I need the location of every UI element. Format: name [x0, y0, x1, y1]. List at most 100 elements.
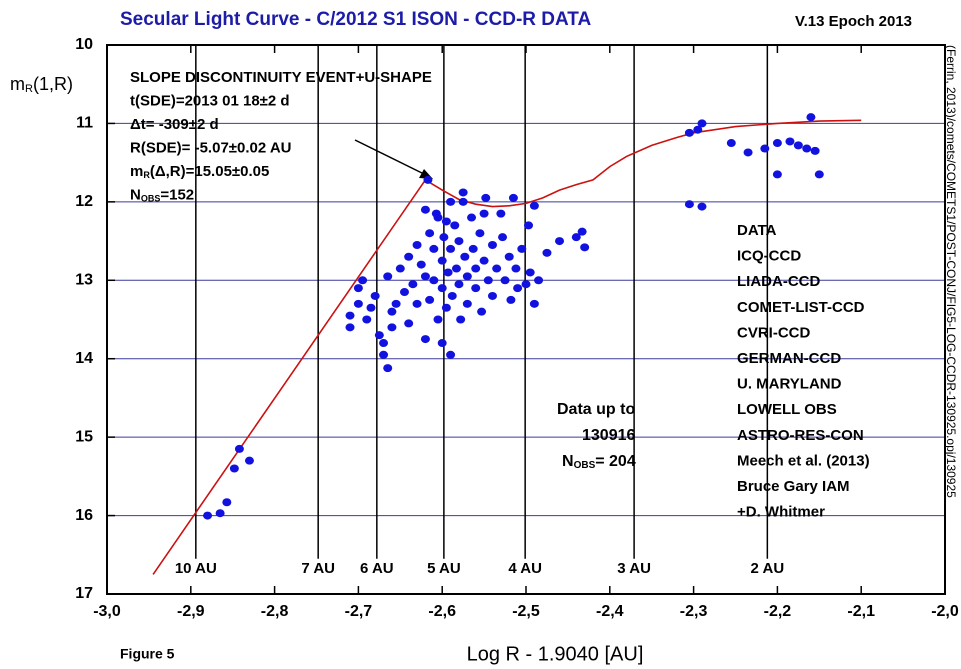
data-point — [420, 272, 430, 281]
data-point — [571, 233, 581, 242]
arrow-line — [354, 139, 429, 177]
data-point — [229, 464, 239, 473]
data-point — [454, 280, 464, 289]
data-point — [222, 498, 232, 507]
data-point — [244, 456, 254, 465]
data-note-line: Data up to — [557, 401, 635, 418]
annotation-line-part: =152 — [160, 186, 194, 203]
data-point — [450, 221, 460, 230]
x-tick-label: -3,0 — [93, 603, 121, 620]
data-point — [366, 303, 376, 312]
side-note: (Ferrin, 2013)/comets/COMETS1/POST-CONJ/… — [944, 45, 958, 498]
data-point — [446, 350, 456, 359]
data-point — [454, 237, 464, 246]
data-source: U. MARYLAND — [737, 376, 842, 393]
data-point — [443, 268, 453, 277]
data-point — [500, 276, 510, 285]
data-point — [345, 311, 355, 320]
data-point — [468, 244, 478, 253]
au-label: 5 AU — [427, 560, 461, 577]
data-point — [772, 170, 782, 179]
data-point — [441, 217, 451, 226]
data-point — [513, 284, 523, 293]
data-point — [525, 268, 535, 277]
data-source: CVRI-CCD — [737, 324, 810, 341]
data-point — [806, 113, 816, 122]
data-point — [362, 315, 372, 324]
annotation-line-part: t(SDE)=2013 01 18±2 d — [130, 92, 290, 109]
y-axis-title-part: (1,R) — [33, 74, 73, 94]
data-point — [772, 139, 782, 148]
au-label: 7 AU — [301, 560, 335, 577]
data-point — [684, 128, 694, 137]
data-point — [529, 201, 539, 210]
data-point — [483, 276, 493, 285]
data-point — [404, 319, 414, 328]
data-point — [425, 229, 435, 238]
data-point — [383, 272, 393, 281]
annotation-line-part: (Δ,R)=15.05±0.05 — [150, 163, 270, 180]
annotation-line: NOBS=152 — [130, 186, 194, 203]
data-point — [726, 139, 736, 148]
data-point — [477, 307, 487, 316]
annotation-line: Δt= -309±2 d — [130, 116, 219, 133]
data-point — [353, 299, 363, 308]
data-point — [521, 280, 531, 289]
y-tick-label: 15 — [75, 428, 93, 445]
data-point — [693, 125, 703, 134]
annotation-line: t(SDE)=2013 01 18±2 d — [130, 92, 290, 109]
y-tick-label: 16 — [75, 507, 93, 524]
data-source: LIADA-CCD — [737, 273, 820, 290]
data-point — [793, 141, 803, 150]
x-tick-label: -2,2 — [764, 603, 792, 620]
y-tick-label: 13 — [75, 272, 93, 289]
data-point — [437, 339, 447, 348]
x-tick-label: -2,3 — [680, 603, 708, 620]
data-point — [534, 276, 544, 285]
data-point — [697, 202, 707, 211]
data-point — [462, 299, 472, 308]
data-point — [555, 237, 565, 246]
data-point — [439, 233, 449, 242]
data-point — [437, 256, 447, 265]
data-point — [471, 264, 481, 273]
annotation-line-part: Δt= -309±2 d — [130, 116, 219, 133]
data-note-line: 130916 — [582, 427, 635, 444]
x-axis-title: Log R - 1.9040 [AU] — [467, 643, 644, 665]
data-point — [433, 315, 443, 324]
annotation-line: R(SDE)= -5.07±0.02 AU — [130, 139, 291, 156]
y-tick-label: 12 — [75, 193, 93, 210]
data-point — [785, 137, 795, 146]
figure-label: Figure 5 — [120, 646, 175, 662]
data-point — [447, 291, 457, 300]
data-source: ICQ-CCD — [737, 248, 801, 265]
data-source: GERMAN-CCD — [737, 350, 841, 367]
data-point — [506, 295, 516, 304]
annotation-line-part: R(SDE)= -5.07±0.02 AU — [130, 139, 291, 156]
au-label: 4 AU — [508, 560, 542, 577]
data-point — [412, 240, 422, 249]
data-point — [441, 303, 451, 312]
data-point — [379, 339, 389, 348]
data-point — [492, 264, 502, 273]
annotation-line-part: OBS — [141, 193, 161, 203]
data-point — [458, 197, 468, 206]
data-point — [215, 509, 225, 518]
au-label: 3 AU — [617, 560, 651, 577]
data-point — [458, 188, 468, 197]
annotation-line-part: R — [143, 170, 150, 180]
data-point — [353, 284, 363, 293]
data-note-line-part: OBS — [574, 460, 596, 471]
data-point — [462, 272, 472, 281]
data-point — [487, 291, 497, 300]
data-point — [697, 119, 707, 128]
data-note-line-part: N — [562, 453, 574, 470]
annotation-line-part: SLOPE DISCONTINUITY EVENT+U-SHAPE — [130, 69, 432, 86]
data-point — [379, 350, 389, 359]
data-point — [508, 193, 518, 202]
data-point — [387, 323, 397, 332]
x-tick-label: -2,1 — [847, 603, 875, 620]
data-point — [451, 264, 461, 273]
data-source: +D. Whitmer — [737, 504, 825, 521]
